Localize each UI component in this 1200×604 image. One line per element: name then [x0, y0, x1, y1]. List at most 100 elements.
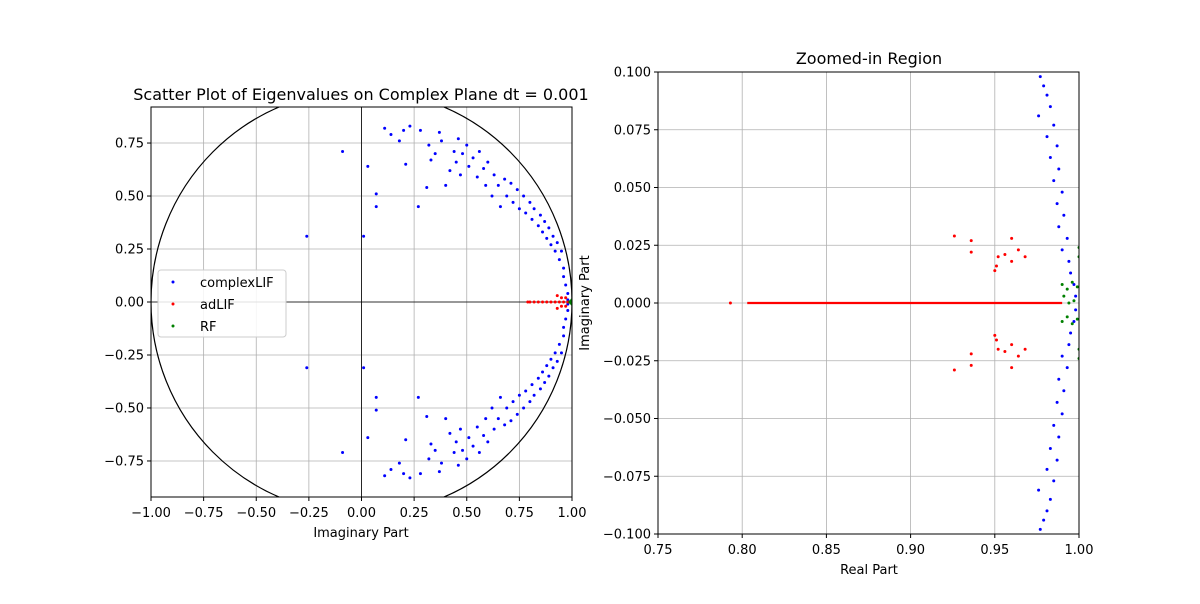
- left-complexlif-point: [505, 406, 509, 410]
- left-complexlif-point: [498, 395, 502, 399]
- left-complexlif-point: [515, 412, 519, 416]
- left-complexlif-point: [408, 476, 412, 480]
- right-x-tick-label: 0.85: [812, 543, 841, 558]
- left-adlif-point: [555, 306, 559, 310]
- left-complexlif-point: [522, 194, 526, 198]
- right-complexlif-point: [1045, 509, 1049, 513]
- left-complexlif-point: [562, 325, 566, 329]
- left-complexlif-point: [524, 211, 528, 215]
- right-complexlif-point: [1045, 135, 1049, 139]
- left-complexlif-point: [444, 183, 448, 187]
- left-complexlif-point: [517, 207, 521, 211]
- left-complexlif-point: [454, 160, 458, 164]
- right-complexlif-point: [1060, 354, 1064, 358]
- right-y-tick-label: 0.000: [614, 297, 651, 312]
- right-adlif-point: [1023, 347, 1027, 351]
- right-complexlif-point: [1072, 283, 1076, 287]
- left-complexlif-point: [439, 461, 443, 465]
- right-y-tick-label: −0.075: [603, 470, 651, 485]
- left-complexlif-point: [566, 298, 570, 302]
- right-adlif-point: [1010, 366, 1014, 370]
- left-complexlif-point: [482, 166, 486, 170]
- right-complexlif-point: [1045, 467, 1049, 471]
- right-complexlif-point: [1065, 236, 1069, 240]
- left-complexlif-point: [492, 427, 496, 431]
- right-complexlif-point: [1060, 190, 1064, 194]
- left-complexlif-point: [366, 164, 370, 168]
- left-adlif-point: [528, 300, 532, 304]
- left-complexlif-point: [448, 169, 452, 173]
- right-rf-point: [1070, 322, 1074, 326]
- left-complexlif-point: [427, 143, 431, 147]
- left-complexlif-point: [562, 266, 566, 270]
- right-complexlif-point: [1037, 114, 1041, 118]
- left-complexlif-point: [545, 364, 549, 368]
- left-complexlif-point: [509, 181, 513, 185]
- right-adlif-point: [994, 338, 998, 342]
- left-adlif-point: [566, 300, 570, 304]
- right-adlif-point: [728, 301, 732, 305]
- left-complexlif-point: [437, 130, 441, 134]
- left-complexlif-point: [418, 472, 422, 476]
- left-x-tick-label: −1.00: [131, 506, 171, 521]
- left-complexlif-point: [511, 400, 515, 404]
- left-complexlif-point: [490, 406, 494, 410]
- right-adlif-point: [952, 368, 956, 372]
- right-adlif-point: [952, 234, 956, 238]
- right-complexlif-point: [1057, 435, 1061, 439]
- left-complexlif-point: [425, 186, 429, 190]
- right-complexlif-point: [1062, 389, 1066, 393]
- left-adlif-point: [549, 300, 553, 304]
- right-x-tick-label: 1.00: [1065, 543, 1094, 558]
- left-complexlif-point: [427, 457, 431, 461]
- left-complexlif-point: [362, 234, 366, 238]
- left-complexlif-point: [553, 351, 557, 355]
- right-complexlif-point: [1048, 497, 1052, 501]
- left-complexlif-point: [475, 425, 479, 429]
- left-complexlif-point: [498, 205, 502, 209]
- left-adlif-point: [559, 296, 563, 300]
- right-y-tick-label: 0.100: [614, 66, 651, 81]
- right-adlif-point: [1010, 236, 1014, 240]
- right-complexlif-point: [1065, 366, 1069, 370]
- left-complexlif-point: [374, 408, 378, 412]
- right-complexlif-point: [1057, 377, 1061, 381]
- left-complexlif-point: [538, 387, 542, 391]
- left-complexlif-point: [496, 183, 500, 187]
- left-complexlif-point: [564, 317, 568, 321]
- left-complexlif-point: [465, 457, 469, 461]
- right-complexlif-point: [1060, 412, 1064, 416]
- right-adlif-point: [1016, 354, 1020, 358]
- legend-marker-adlif: [171, 302, 175, 306]
- left-y-tick-label: 0.25: [115, 243, 144, 258]
- left-complexlif-point: [555, 359, 559, 363]
- left-x-tick-label: 1.00: [558, 506, 587, 521]
- legend-marker-rf: [171, 324, 175, 328]
- left-x-tick-label: −0.25: [289, 506, 329, 521]
- right-adlif-point: [1023, 255, 1027, 259]
- left-adlif-point: [562, 300, 566, 304]
- legend-box: [157, 269, 287, 338]
- left-chart-title: Scatter Plot of Eigenvalues on Complex P…: [133, 85, 588, 104]
- right-adlif-point: [996, 347, 1000, 351]
- left-complexlif-point: [402, 128, 406, 132]
- left-x-tick-label: −0.75: [184, 506, 224, 521]
- left-complexlif-point: [486, 160, 490, 164]
- right-complexlif-point: [1052, 423, 1056, 427]
- left-complexlif-point: [341, 450, 345, 454]
- left-complexlif-point: [437, 470, 441, 474]
- left-adlif-point: [532, 300, 536, 304]
- left-adlif-point: [553, 300, 557, 304]
- left-complexlif-point: [408, 124, 412, 128]
- right-complexlif-point: [1074, 294, 1078, 298]
- left-complexlif-point: [439, 139, 443, 143]
- right-complexlif-point: [1052, 123, 1056, 127]
- left-complexlif-point: [467, 164, 471, 168]
- left-complexlif-point: [456, 463, 460, 467]
- left-complexlif-point: [515, 188, 519, 192]
- right-rf-point: [1067, 301, 1071, 305]
- left-x-axis-label: Imaginary Part: [313, 526, 408, 541]
- right-complexlif-point: [1052, 479, 1056, 483]
- left-complexlif-point: [557, 342, 561, 346]
- right-y-tick-label: 0.025: [614, 239, 651, 254]
